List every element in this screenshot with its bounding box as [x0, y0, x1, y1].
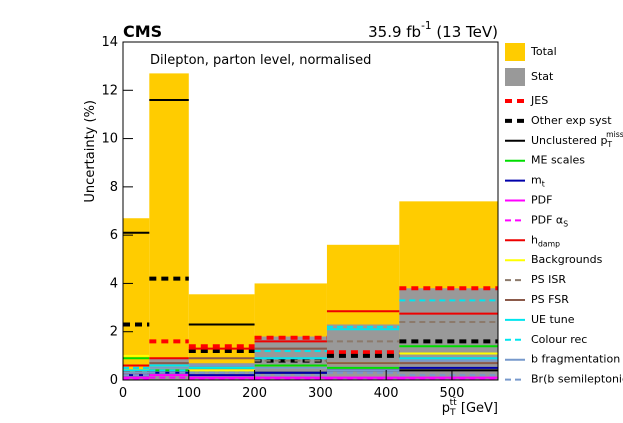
legend-label: Backgrounds	[531, 253, 603, 266]
legend-label: mt	[531, 174, 545, 189]
legend-label: JES	[530, 94, 548, 107]
legend-label: PS FSR	[531, 293, 569, 306]
bar	[123, 218, 150, 380]
plot-area: 0 2 4 6 8 10 12 14 0 100 200 300 400 500	[101, 35, 498, 401]
y-tick-label: 6	[110, 228, 118, 243]
plot-frame	[122, 41, 499, 381]
bar	[149, 73, 189, 380]
y-tick-label: 4	[110, 276, 118, 291]
legend-label: PDF	[531, 194, 552, 207]
legend-label: PS ISR	[531, 273, 566, 286]
legend-label: ME scales	[531, 154, 585, 167]
annotation: Dilepton, parton level, normalised	[150, 53, 371, 68]
x-tick-label: 400	[374, 386, 399, 401]
y-tick-label: 0	[110, 373, 118, 388]
x-axis-label: pTtt̄ [GeV]	[442, 396, 498, 418]
legend-label: PDF αS	[531, 213, 568, 228]
legend-label: Br(b semileptonic)	[531, 373, 623, 386]
x-tick-label: 500	[440, 386, 465, 401]
chart-subtitle: 35.9 fb-1 (13 TeV)	[368, 20, 498, 41]
legend-label: Other exp syst	[531, 114, 612, 127]
y-tick-label: 14	[101, 35, 118, 50]
legend-label: Colour rec	[531, 333, 587, 346]
y-tick-label: 10	[101, 131, 118, 146]
y-tick-label: 2	[110, 324, 118, 339]
y-tick-label: 12	[101, 83, 118, 98]
bar	[399, 288, 498, 380]
legend-label: UE tune	[531, 313, 575, 326]
legend: Total Stat JES Other exp syst Unclustered pT…	[505, 43, 623, 386]
legend-label: b fragmentation	[531, 353, 620, 366]
y-tick-label: 8	[110, 179, 118, 194]
x-tick-label: 0	[119, 386, 127, 401]
chart-title: CMS	[123, 22, 162, 41]
x-tick-label: 200	[242, 386, 267, 401]
legend-swatch	[505, 43, 525, 61]
legend-label: Stat	[531, 70, 554, 83]
legend-swatch	[505, 68, 525, 86]
x-tick-label: 100	[176, 386, 201, 401]
y-axis-label: Uncertainty (%)	[83, 100, 98, 203]
legend-label: hdamp	[531, 233, 560, 248]
legend-label: Unclustered pTmiss	[531, 130, 623, 149]
legend-label: Total	[530, 45, 557, 58]
x-tick-label: 300	[308, 386, 333, 401]
